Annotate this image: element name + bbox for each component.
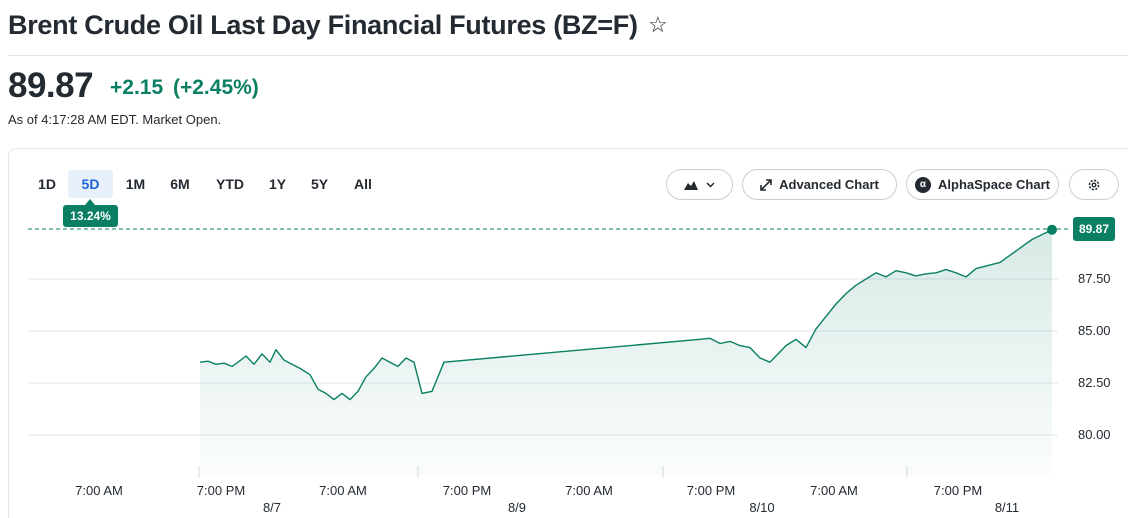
chart-type-button[interactable] [666,169,733,200]
tab-all[interactable]: All [354,176,372,192]
x-time-label: 7:00 AM [565,483,613,498]
chart-card [8,148,1128,518]
current-price-tag: 89.87 [1073,217,1115,241]
alphaspace-logo-icon: α [915,176,931,193]
last-price-dot [1047,224,1057,235]
current-price: 89.87 [8,66,94,105]
chart-settings-button[interactable] [1069,169,1119,200]
mountain-chart-icon [684,180,698,190]
quote-timestamp: As of 4:17:28 AM EDT. Market Open. [8,112,222,127]
star-outline-icon[interactable]: ☆ [648,12,668,37]
expand-arrows-icon [760,178,772,191]
y-tick-label: 85.00 [1078,323,1111,338]
range-tabs: 1D 5D 1M 6M YTD 1Y 5Y All [26,170,384,198]
advanced-chart-button[interactable]: Advanced Chart [742,169,897,200]
page-title: Brent Crude Oil Last Day Financial Futur… [8,10,638,40]
gear-icon [1087,178,1101,192]
range-change-badge: 13.24% [63,205,118,227]
y-tick-label: 87.50 [1078,271,1111,286]
x-time-label: 7:00 PM [934,483,982,498]
advanced-chart-label: Advanced Chart [779,177,879,192]
tab-5y[interactable]: 5Y [310,176,329,192]
x-time-label: 7:00 AM [75,483,123,498]
y-tick-label: 82.50 [1078,375,1111,390]
price-area-fill [200,229,1052,475]
x-time-label: 7:00 PM [197,483,245,498]
alphaspace-chart-label: AlphaSpace Chart [938,177,1050,192]
tab-ytd[interactable]: YTD [216,176,244,192]
x-time-label: 7:00 AM [810,483,858,498]
x-time-label: 7:00 PM [443,483,491,498]
x-time-label: 7:00 PM [687,483,735,498]
alphaspace-chart-button[interactable]: α AlphaSpace Chart [906,169,1059,200]
badge-pointer [85,199,95,205]
y-tick-label: 80.00 [1078,427,1111,442]
x-date-label: 8/10 [749,500,774,515]
x-date-label: 8/7 [263,500,281,515]
x-date-label: 8/11 [995,500,1019,515]
tab-1m[interactable]: 1M [125,176,146,192]
tab-5d[interactable]: 5D [68,170,113,198]
price-change-percent: (+2.45%) [173,76,259,99]
tab-6m[interactable]: 6M [170,176,190,192]
tab-1d[interactable]: 1D [38,176,56,192]
page-header: Brent Crude Oil Last Day Financial Futur… [8,8,1128,56]
price-line [199,229,1053,401]
tab-1y[interactable]: 1Y [268,176,287,192]
x-time-label: 7:00 AM [319,483,367,498]
price-change: +2.15 [110,76,164,99]
x-date-label: 8/9 [508,500,526,515]
chevron-down-icon [706,181,715,188]
